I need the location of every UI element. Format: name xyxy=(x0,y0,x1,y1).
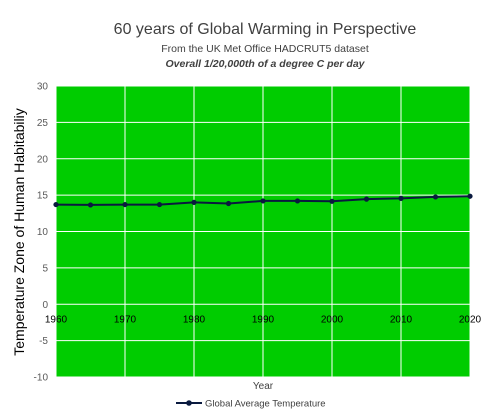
data-point xyxy=(53,201,59,208)
x-tick-label: 1980 xyxy=(183,314,206,325)
tick-labels: 30 25 20 15 10 5 0 -5 -10 1960 1970 1980 1990 2000 201… xyxy=(34,82,482,384)
grid-lines xyxy=(55,85,471,378)
data-point xyxy=(467,193,473,199)
x-tick-label: 1960 xyxy=(45,314,68,325)
data-point xyxy=(122,201,128,208)
y-tick-label: -10 xyxy=(34,373,49,384)
chart-title: 60 years of Global Warming in Perspectiv… xyxy=(114,21,417,38)
data-point xyxy=(191,199,197,205)
series-layer xyxy=(53,193,473,208)
x-tick-label: 1990 xyxy=(252,314,275,325)
data-point xyxy=(87,202,94,208)
legend: Global Average Temperature xyxy=(176,399,326,410)
legend-label: Global Average Temperature xyxy=(205,399,326,410)
legend-marker-swatch xyxy=(186,400,192,406)
y-axis-title: Temperature Zone of Human Habitabiliy xyxy=(11,108,27,355)
y-tick-label: 25 xyxy=(37,118,49,129)
data-point xyxy=(363,196,370,202)
data-point xyxy=(225,200,232,207)
data-point xyxy=(294,198,301,204)
y-tick-label: 0 xyxy=(42,300,48,311)
y-tick-label: 10 xyxy=(37,227,49,238)
x-tick-label: 2020 xyxy=(459,314,482,325)
y-tick-label: -5 xyxy=(39,336,48,347)
chart-subtitle: From the UK Met Office HADCRUT5 dataset xyxy=(161,43,369,55)
x-tick-label: 2010 xyxy=(390,314,413,325)
data-point xyxy=(432,194,439,200)
y-tick-label: 30 xyxy=(37,82,49,93)
x-tick-label: 2000 xyxy=(321,314,344,325)
y-tick-label: 15 xyxy=(37,191,49,202)
y-tick-label: 20 xyxy=(37,154,49,165)
data-point xyxy=(260,198,266,204)
data-point xyxy=(329,198,335,204)
x-tick-label: 1970 xyxy=(114,314,137,325)
data-point xyxy=(156,201,163,208)
x-axis-title: Year xyxy=(253,381,274,392)
chart-subtitle-secondary: Overall 1/20,000th of a degree C per day xyxy=(165,58,365,70)
y-tick-label: 5 xyxy=(42,263,48,274)
data-point xyxy=(398,195,404,201)
